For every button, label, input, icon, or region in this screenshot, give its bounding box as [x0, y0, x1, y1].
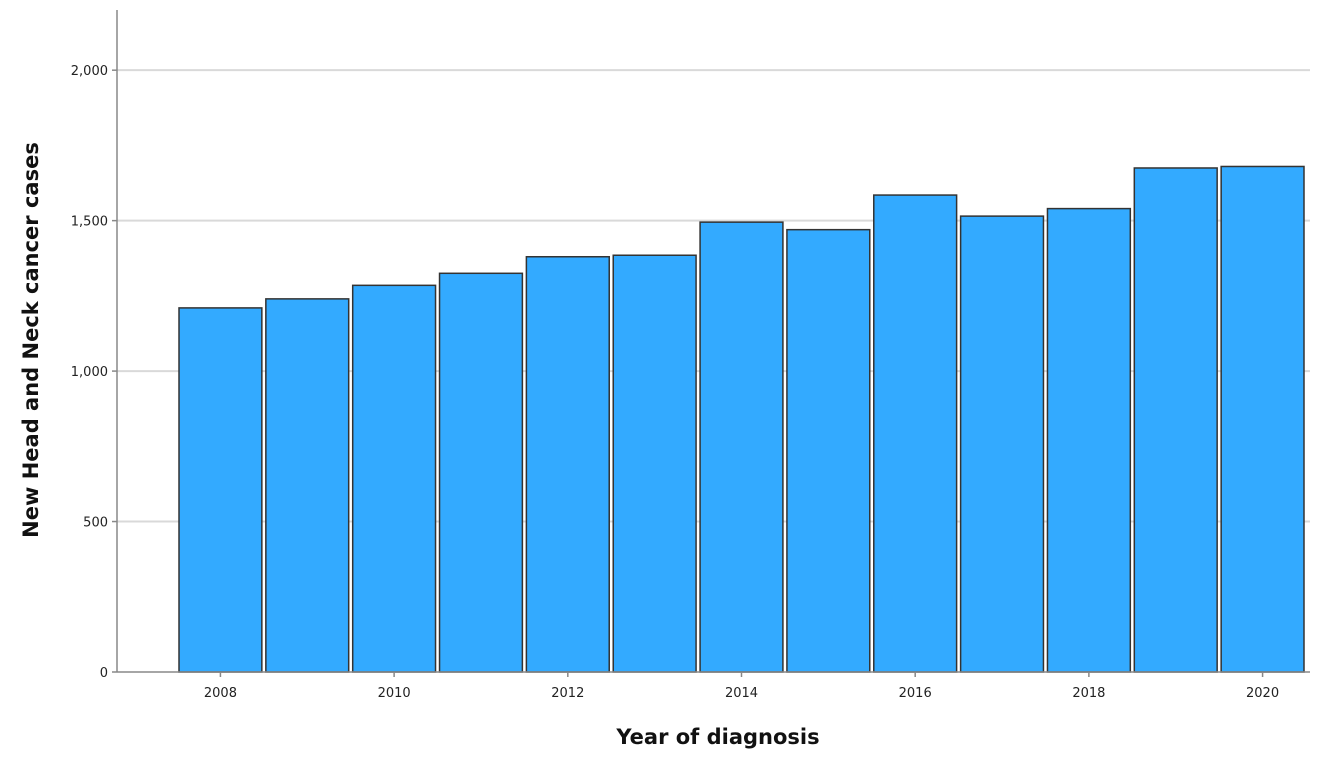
x-tick-labels: 2008 2010 2012 2014 2016 2018 2020	[204, 672, 1279, 701]
bar-2009	[265, 298, 350, 673]
y-tick-label: 1,000	[71, 365, 108, 380]
bar-2011	[438, 272, 524, 673]
y-tick-label: 0	[100, 666, 108, 681]
x-tick-label: 2010	[378, 686, 411, 701]
y-tick-labels: 0 500 1,000 1,500 2,000	[71, 64, 117, 681]
bar-series	[178, 165, 1305, 673]
bar-2019	[1133, 167, 1218, 673]
axes	[116, 10, 1310, 673]
bar-2013	[612, 254, 697, 673]
y-axis-title: New Head and Neck cancer cases	[19, 142, 43, 538]
x-tick-label: 2016	[899, 686, 932, 701]
bar-2015	[786, 228, 871, 673]
bar-2018	[1046, 207, 1132, 673]
x-tick-label: 2014	[725, 686, 758, 701]
y-tick-label: 500	[83, 516, 108, 531]
bar-2014	[699, 221, 784, 673]
bar-2012	[525, 255, 610, 673]
x-tick-label: 2018	[1072, 686, 1105, 701]
x-tick-label: 2020	[1246, 686, 1279, 701]
bar-2020	[1220, 165, 1305, 673]
y-tick-label: 2,000	[71, 64, 108, 79]
x-axis-title: Year of diagnosis	[615, 725, 819, 749]
bar-2008	[178, 307, 263, 673]
bar-2017	[959, 215, 1045, 673]
bar-2016	[873, 194, 958, 673]
x-tick-label: 2012	[551, 686, 584, 701]
bar-2010	[351, 284, 437, 673]
x-tick-label: 2008	[204, 686, 237, 701]
y-tick-label: 1,500	[71, 215, 108, 230]
